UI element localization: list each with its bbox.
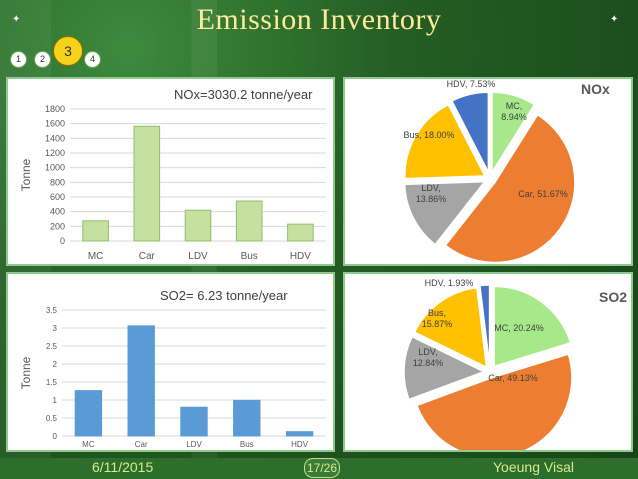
y-tick-label: 1200 <box>45 148 65 158</box>
y-tick-label: 3 <box>53 324 58 333</box>
y-tick-label: 0 <box>60 236 65 246</box>
pie-slice-car <box>444 113 576 264</box>
bar-ldv <box>184 209 212 242</box>
star-icon: ✦ <box>12 14 21 25</box>
bar-car <box>127 325 155 437</box>
x-tick-label: MC <box>88 251 104 262</box>
y-tick-label: 200 <box>50 221 65 231</box>
decor-square <box>582 380 598 396</box>
y-tick-label: 0.5 <box>46 414 58 423</box>
footer-page-number: 17/26 <box>304 458 340 478</box>
slide-title: Emission Inventory <box>196 3 442 36</box>
nox-pie-panel: MC, 8.94% Car, 51.67% LDV, 13.86% Bus, 18.00%… <box>343 77 633 266</box>
y-axis-label: Tonne <box>19 158 33 191</box>
pie-slice-hdv <box>479 284 491 366</box>
so2-pie-panel: MC, 20.24% Car, 49.13% LDV, 12.84% Bus, 15.87… <box>343 272 633 459</box>
x-tick-label: LDV <box>186 440 202 449</box>
x-tick-label: Car <box>139 251 156 262</box>
data-label: Bus, <box>428 308 446 318</box>
data-label: Car, 49.13% <box>488 373 538 383</box>
data-label: 13.86% <box>416 194 447 204</box>
data-label: Car, 51.67% <box>518 189 568 199</box>
bar-car <box>133 125 161 242</box>
data-label: HDV, 1.93% <box>425 278 474 288</box>
chart-title: NOx=3030.2 tonne/year <box>174 87 313 102</box>
data-label: Bus, 18.00% <box>403 130 454 140</box>
nox-bar-chart: 0 200 400 600 800 1000 1200 1400 1600 1800 MC Car LD… <box>19 87 326 262</box>
page-3-button[interactable]: 3 <box>53 36 83 66</box>
chart-corner-label: NOx <box>581 81 610 97</box>
y-tick-label: 600 <box>50 192 65 202</box>
data-label: 15.87% <box>422 319 453 329</box>
page-4-button[interactable]: 4 <box>84 51 101 68</box>
bar-bus <box>233 399 261 437</box>
bar-hdv <box>285 431 314 437</box>
y-tick-label: 1600 <box>45 119 65 129</box>
pie-slice-bus <box>413 286 488 369</box>
chart-title: SO2= 6.23 tonne/year <box>160 288 288 303</box>
decor-square <box>588 420 604 436</box>
so2-pie-chart: MC, 20.24% Car, 49.13% LDV,12.84% Bus,15.87… <box>403 278 627 459</box>
x-tick-label: HDV <box>290 251 311 262</box>
data-label: HDV, 7.53% <box>447 79 496 89</box>
so2-bar-chart: 0 0.5 1 1.5 2 2.5 3 3.5 MC Car LDV Bus HDV SO2= 6.23 … <box>19 288 326 449</box>
y-tick-label: 1000 <box>45 163 65 173</box>
x-tick-label: Car <box>135 440 148 449</box>
bar-mc <box>74 390 103 437</box>
y-tick-label: 1.5 <box>46 378 58 387</box>
star-icon: ✦ <box>610 14 619 25</box>
decor-square <box>600 398 618 416</box>
data-label: MC, <box>506 101 523 111</box>
y-tick-label: 1400 <box>45 133 65 143</box>
page-1-button[interactable]: 1 <box>10 51 27 68</box>
y-tick-label: 1800 <box>45 104 65 114</box>
y-axis-label: Tonne <box>19 356 33 389</box>
x-tick-label: HDV <box>291 440 309 449</box>
footer-author: Yoeung Visal <box>493 459 574 475</box>
data-label: LDV, <box>418 347 437 357</box>
pie-slice-bus <box>404 103 487 180</box>
bar-ldv <box>180 406 208 437</box>
pie-slice-mc <box>491 91 536 175</box>
bar-bus <box>235 200 263 242</box>
data-label: 8.94% <box>501 112 527 122</box>
pie-slice-mc <box>493 285 572 368</box>
y-tick-label: 3.5 <box>46 306 58 315</box>
y-tick-label: 2.5 <box>46 342 58 351</box>
pie-slice-hdv <box>450 91 490 173</box>
y-tick-label: 0 <box>53 432 58 441</box>
x-tick-label: Bus <box>240 440 254 449</box>
chart-corner-label: SO2 <box>599 289 627 305</box>
nox-pie-chart: MC,8.94% Car, 51.67% LDV,13.86% Bus, 18.00%… <box>403 79 610 264</box>
y-tick-label: 400 <box>50 207 65 217</box>
pie-slice-ldv <box>403 180 487 246</box>
so2-bar-panel: 0 0.5 1 1.5 2 2.5 3 3.5 MC Car LDV Bus HDV SO2= 6.23 … <box>6 272 335 452</box>
footer-date: 6/11/2015 <box>92 459 154 475</box>
data-label: LDV, <box>421 183 440 193</box>
y-tick-label: 2 <box>53 360 58 369</box>
x-tick-label: MC <box>82 440 95 449</box>
bar-hdv <box>287 223 314 242</box>
y-tick-label: 800 <box>50 177 65 187</box>
y-tick-label: 1 <box>53 396 58 405</box>
x-tick-label: Bus <box>241 251 258 262</box>
data-label: MC, 20.24% <box>494 323 544 333</box>
data-label: 12.84% <box>413 358 444 368</box>
nox-bar-panel: 0 200 400 600 800 1000 1200 1400 1600 1800 MC Car LD… <box>6 77 335 266</box>
bar-mc <box>82 220 109 242</box>
page-2-button[interactable]: 2 <box>34 51 51 68</box>
x-tick-label: LDV <box>188 251 208 262</box>
pie-slice-ldv <box>403 335 486 401</box>
